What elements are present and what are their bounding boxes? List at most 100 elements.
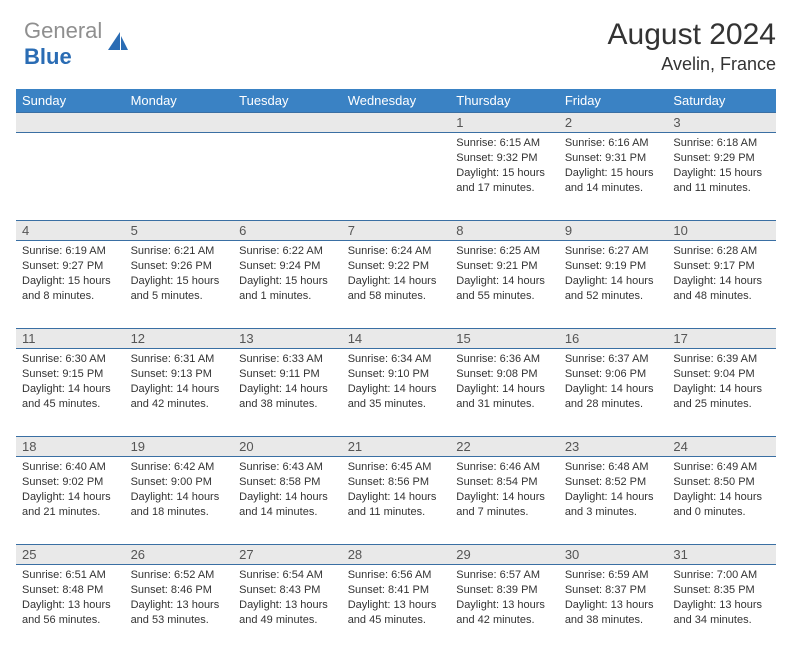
day-details: Sunrise: 6:51 AMSunset: 8:48 PMDaylight:… [16,565,125,631]
day-number-cell: 14 [342,329,451,349]
sunset-line: Sunset: 8:41 PM [348,583,445,598]
sunrise-line: Sunrise: 6:59 AM [565,568,662,583]
sunrise-line: Sunrise: 6:49 AM [673,460,770,475]
sunrise-line: Sunrise: 6:31 AM [131,352,228,367]
daylight-line: Daylight: 14 hours and 3 minutes. [565,490,662,520]
header: General Blue August 2024 Avelin, France [16,18,776,75]
day-content-cell: Sunrise: 6:46 AMSunset: 8:54 PMDaylight:… [450,457,559,545]
day-content-cell: Sunrise: 6:40 AMSunset: 9:02 PMDaylight:… [16,457,125,545]
logo-word-2: Blue [24,44,72,69]
daylight-line: Daylight: 14 hours and 18 minutes. [131,490,228,520]
day-details: Sunrise: 6:15 AMSunset: 9:32 PMDaylight:… [450,133,559,199]
sunrise-line: Sunrise: 6:52 AM [131,568,228,583]
sunset-line: Sunset: 9:31 PM [565,151,662,166]
sunrise-line: Sunrise: 6:21 AM [131,244,228,259]
sunrise-line: Sunrise: 6:34 AM [348,352,445,367]
day-details: Sunrise: 6:30 AMSunset: 9:15 PMDaylight:… [16,349,125,415]
day-number-cell: 5 [125,221,234,241]
sunset-line: Sunset: 9:24 PM [239,259,336,274]
day-content-cell: Sunrise: 6:48 AMSunset: 8:52 PMDaylight:… [559,457,668,545]
daylight-line: Daylight: 14 hours and 11 minutes. [348,490,445,520]
sunrise-line: Sunrise: 6:54 AM [239,568,336,583]
daylight-line: Daylight: 14 hours and 48 minutes. [673,274,770,304]
day-content-cell: Sunrise: 6:16 AMSunset: 9:31 PMDaylight:… [559,133,668,221]
sunrise-line: Sunrise: 6:46 AM [456,460,553,475]
day-number-row: 123 [16,113,776,133]
sunset-line: Sunset: 9:11 PM [239,367,336,382]
day-details: Sunrise: 6:27 AMSunset: 9:19 PMDaylight:… [559,241,668,307]
day-details: Sunrise: 6:52 AMSunset: 8:46 PMDaylight:… [125,565,234,631]
day-number-cell: 15 [450,329,559,349]
day-number-cell: 7 [342,221,451,241]
sunrise-line: Sunrise: 6:57 AM [456,568,553,583]
day-content-cell: Sunrise: 6:25 AMSunset: 9:21 PMDaylight:… [450,241,559,329]
day-content-cell: Sunrise: 6:52 AMSunset: 8:46 PMDaylight:… [125,565,234,653]
sunset-line: Sunset: 9:32 PM [456,151,553,166]
weekday-header: Monday [125,89,234,113]
sunrise-line: Sunrise: 6:51 AM [22,568,119,583]
day-number-cell: 26 [125,545,234,565]
day-number-cell: 23 [559,437,668,457]
sunset-line: Sunset: 9:29 PM [673,151,770,166]
daylight-line: Daylight: 14 hours and 21 minutes. [22,490,119,520]
calendar-table: SundayMondayTuesdayWednesdayThursdayFrid… [16,89,776,653]
sunset-line: Sunset: 9:08 PM [456,367,553,382]
daylight-line: Daylight: 14 hours and 42 minutes. [131,382,228,412]
day-details: Sunrise: 6:21 AMSunset: 9:26 PMDaylight:… [125,241,234,307]
day-number-cell [16,113,125,133]
day-number-cell: 19 [125,437,234,457]
day-content-cell: Sunrise: 6:45 AMSunset: 8:56 PMDaylight:… [342,457,451,545]
day-number-cell: 16 [559,329,668,349]
day-content-cell: Sunrise: 6:15 AMSunset: 9:32 PMDaylight:… [450,133,559,221]
day-number-cell: 18 [16,437,125,457]
day-number-cell: 27 [233,545,342,565]
daylight-line: Daylight: 13 hours and 45 minutes. [348,598,445,628]
sunset-line: Sunset: 8:39 PM [456,583,553,598]
sunrise-line: Sunrise: 6:45 AM [348,460,445,475]
day-details: Sunrise: 6:24 AMSunset: 9:22 PMDaylight:… [342,241,451,307]
day-number-row: 11121314151617 [16,329,776,349]
day-details: Sunrise: 6:54 AMSunset: 8:43 PMDaylight:… [233,565,342,631]
daylight-line: Daylight: 13 hours and 38 minutes. [565,598,662,628]
daylight-line: Daylight: 14 hours and 55 minutes. [456,274,553,304]
location-label: Avelin, France [608,54,776,75]
sunset-line: Sunset: 8:37 PM [565,583,662,598]
sunset-line: Sunset: 8:46 PM [131,583,228,598]
sunrise-line: Sunrise: 6:33 AM [239,352,336,367]
sunset-line: Sunset: 8:50 PM [673,475,770,490]
day-number-cell: 30 [559,545,668,565]
sail-icon [106,30,130,57]
sunrise-line: Sunrise: 6:36 AM [456,352,553,367]
day-content-row: Sunrise: 6:19 AMSunset: 9:27 PMDaylight:… [16,241,776,329]
day-details: Sunrise: 6:16 AMSunset: 9:31 PMDaylight:… [559,133,668,199]
day-details: Sunrise: 6:33 AMSunset: 9:11 PMDaylight:… [233,349,342,415]
day-number-cell [342,113,451,133]
sunset-line: Sunset: 8:43 PM [239,583,336,598]
calendar-body: 123Sunrise: 6:15 AMSunset: 9:32 PMDaylig… [16,113,776,653]
sunrise-line: Sunrise: 6:42 AM [131,460,228,475]
sunset-line: Sunset: 8:52 PM [565,475,662,490]
sunrise-line: Sunrise: 6:37 AM [565,352,662,367]
sunrise-line: Sunrise: 6:56 AM [348,568,445,583]
day-content-cell: Sunrise: 6:21 AMSunset: 9:26 PMDaylight:… [125,241,234,329]
day-content-cell: Sunrise: 6:28 AMSunset: 9:17 PMDaylight:… [667,241,776,329]
day-number-cell: 6 [233,221,342,241]
day-content-cell: Sunrise: 6:31 AMSunset: 9:13 PMDaylight:… [125,349,234,437]
daylight-line: Daylight: 14 hours and 28 minutes. [565,382,662,412]
sunset-line: Sunset: 9:04 PM [673,367,770,382]
day-details: Sunrise: 6:57 AMSunset: 8:39 PMDaylight:… [450,565,559,631]
sunset-line: Sunset: 9:10 PM [348,367,445,382]
sunrise-line: Sunrise: 6:30 AM [22,352,119,367]
sunset-line: Sunset: 8:48 PM [22,583,119,598]
sunrise-line: Sunrise: 6:28 AM [673,244,770,259]
daylight-line: Daylight: 14 hours and 45 minutes. [22,382,119,412]
daylight-line: Daylight: 15 hours and 17 minutes. [456,166,553,196]
sunset-line: Sunset: 9:02 PM [22,475,119,490]
day-content-cell: Sunrise: 6:24 AMSunset: 9:22 PMDaylight:… [342,241,451,329]
day-content-row: Sunrise: 6:30 AMSunset: 9:15 PMDaylight:… [16,349,776,437]
daylight-line: Daylight: 15 hours and 14 minutes. [565,166,662,196]
sunset-line: Sunset: 9:22 PM [348,259,445,274]
day-content-cell: Sunrise: 6:33 AMSunset: 9:11 PMDaylight:… [233,349,342,437]
sunset-line: Sunset: 9:27 PM [22,259,119,274]
day-details: Sunrise: 6:28 AMSunset: 9:17 PMDaylight:… [667,241,776,307]
